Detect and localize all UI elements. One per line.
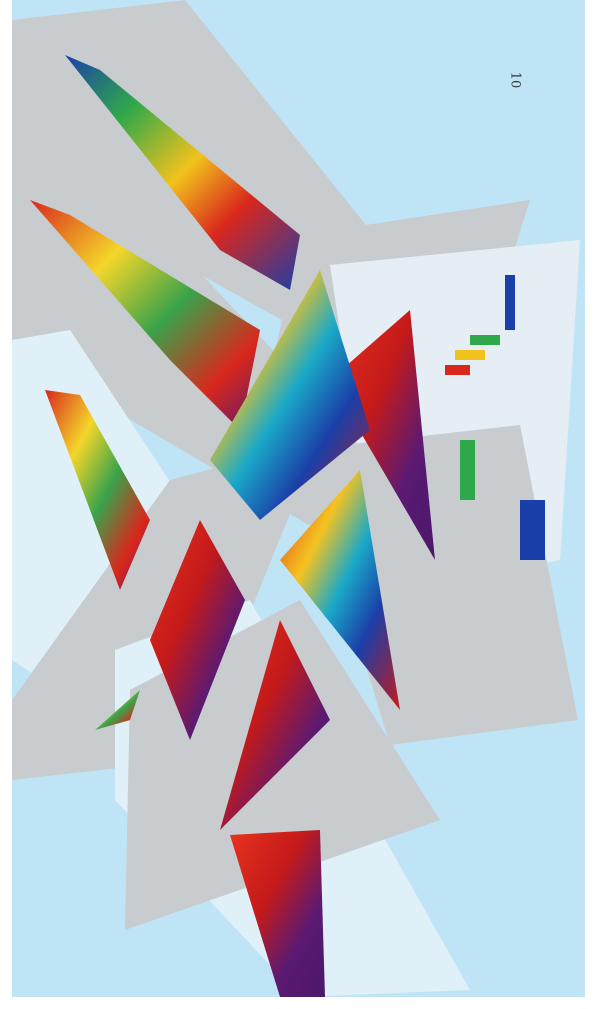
- resistivity-section: [45, 390, 150, 590]
- resistivity-section: [95, 690, 140, 730]
- resistivity-section: [210, 270, 370, 520]
- resistivity-section: [30, 200, 260, 430]
- resistivity-section: [330, 310, 435, 560]
- resistivity-section: [65, 55, 300, 290]
- color-scale: [445, 275, 545, 560]
- resistivity-section: [280, 470, 400, 710]
- page-number: 10: [508, 72, 523, 89]
- resistivity-section: [230, 830, 325, 997]
- resistivity-section: [150, 520, 245, 740]
- resistivity-section: [220, 620, 330, 830]
